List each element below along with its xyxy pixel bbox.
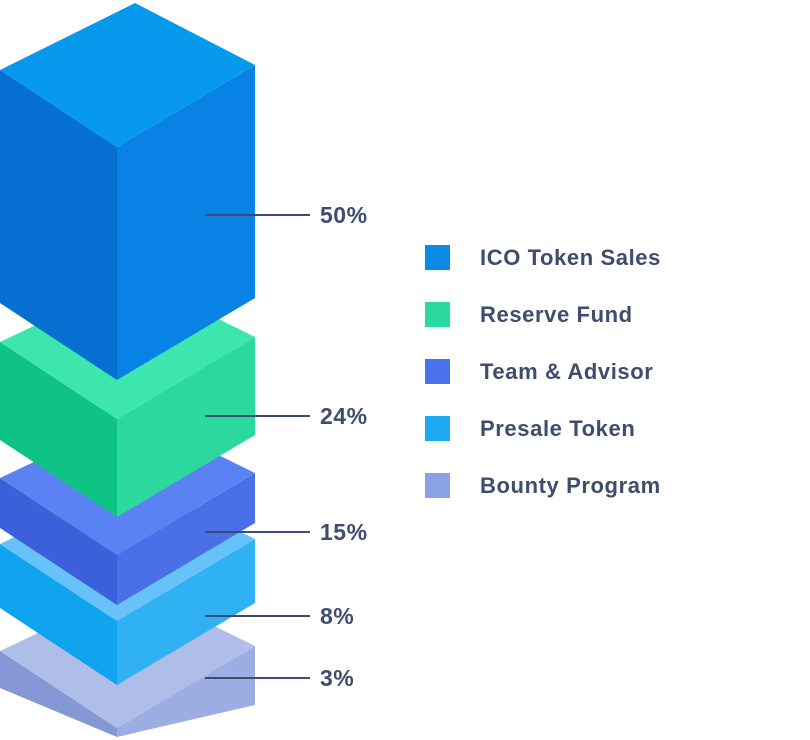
block-bounty-left-face — [0, 651, 117, 737]
legend-label-team: Team & Advisor — [480, 358, 654, 384]
block-ico-token-sales — [0, 3, 255, 380]
block-ico-top-face — [0, 3, 255, 147]
block-bounty-right-face — [117, 646, 255, 737]
block-team-right-face — [117, 473, 255, 605]
block-reserve-left-face — [0, 342, 117, 517]
legend-swatch-presale — [425, 416, 450, 441]
block-reserve-right-face — [117, 337, 255, 517]
block-ico-right-face — [117, 65, 255, 380]
legend-label-ico: ICO Token Sales — [480, 244, 661, 270]
pct-label-presale: 8% — [320, 603, 354, 629]
legend-item-ico-token-sales: ICO Token Sales — [425, 245, 661, 270]
legend-item-team-advisor: Team & Advisor — [425, 359, 661, 384]
block-presale-left-face — [0, 544, 117, 685]
legend: ICO Token Sales Reserve Fund Team & Advi… — [425, 245, 661, 530]
legend-item-bounty-program: Bounty Program — [425, 473, 661, 498]
legend-swatch-bounty — [425, 473, 450, 498]
legend-swatch-team — [425, 359, 450, 384]
block-ico-left-face — [0, 70, 117, 380]
pct-label-reserve: 24% — [320, 403, 368, 429]
legend-item-presale-token: Presale Token — [425, 416, 661, 441]
legend-swatch-ico — [425, 245, 450, 270]
block-team-left-face — [0, 478, 117, 605]
pct-label-bounty: 3% — [320, 665, 354, 691]
legend-item-reserve-fund: Reserve Fund — [425, 302, 661, 327]
block-presale-right-face — [117, 539, 255, 685]
pct-label-team: 15% — [320, 519, 368, 545]
legend-label-reserve: Reserve Fund — [480, 301, 633, 327]
legend-swatch-reserve — [425, 302, 450, 327]
legend-label-bounty: Bounty Program — [480, 472, 661, 498]
legend-label-presale: Presale Token — [480, 415, 636, 441]
pct-label-ico: 50% — [320, 202, 368, 228]
